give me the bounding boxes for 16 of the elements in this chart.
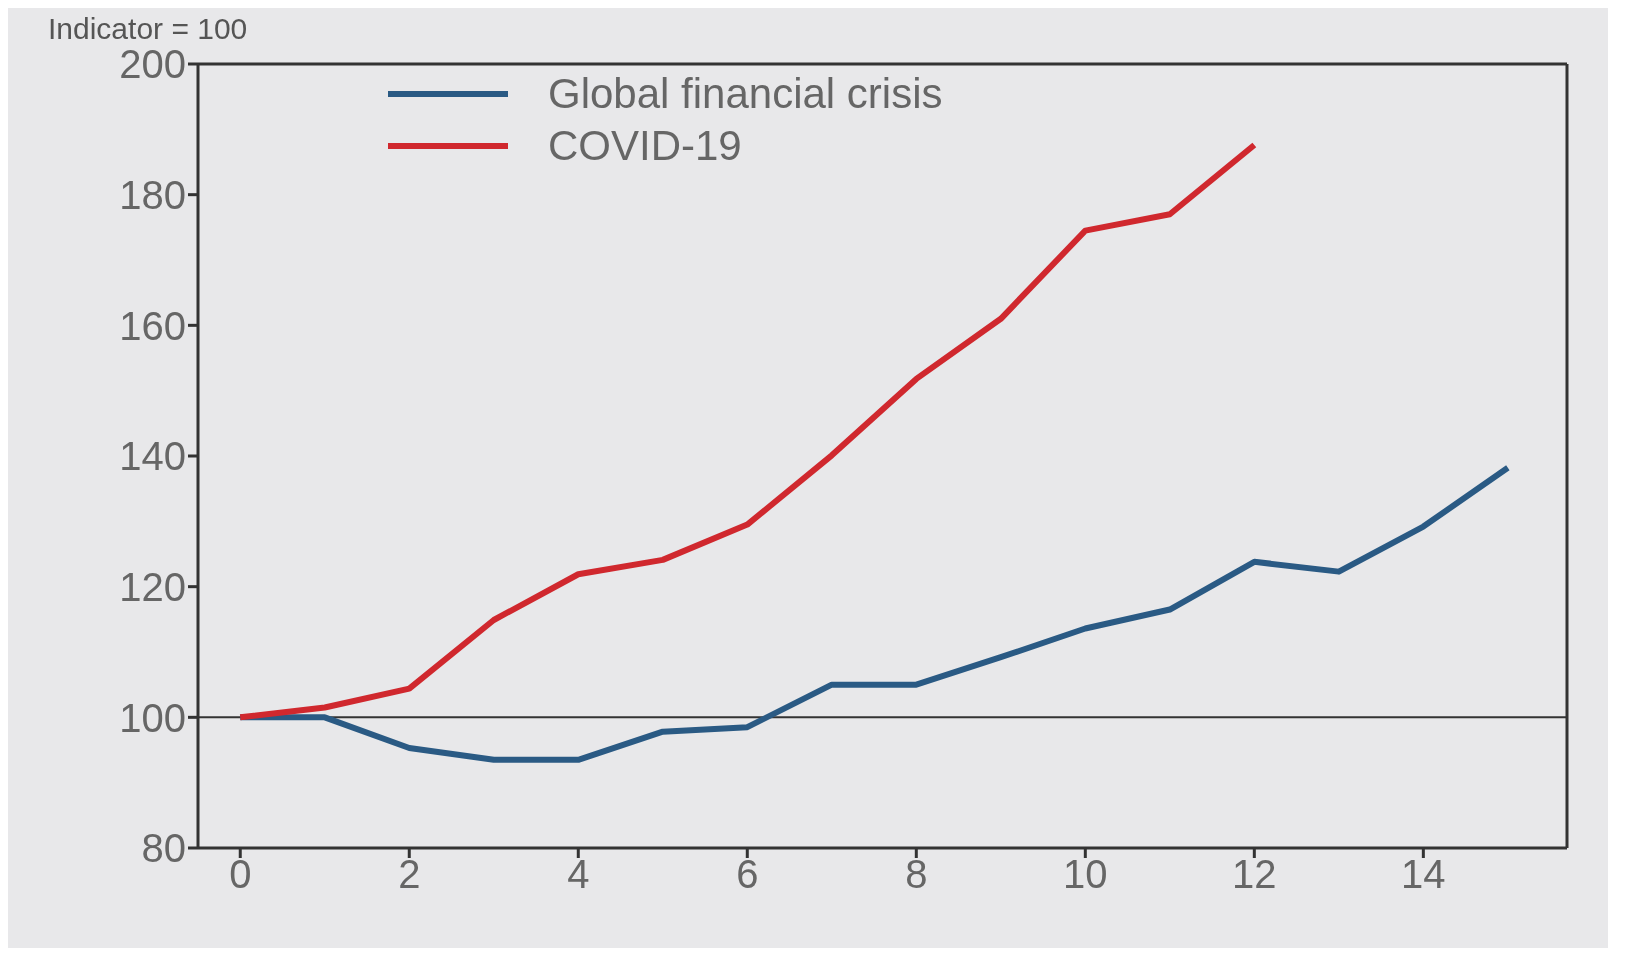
y-tick-label: 180 [119, 172, 186, 217]
x-tick-label: 12 [1232, 852, 1277, 897]
y-tick-label: 120 [119, 564, 186, 609]
legend-label: COVID-19 [548, 121, 742, 171]
x-tick-label: 2 [398, 852, 421, 897]
y-tick-label: 100 [119, 695, 186, 740]
x-tick-label: 0 [229, 852, 252, 897]
x-tick-label: 10 [1063, 852, 1108, 897]
x-tick-label: 6 [736, 852, 759, 897]
y-tick-label: 80 [141, 826, 186, 871]
x-tick-label: 4 [567, 852, 590, 897]
x-tick-label: 14 [1401, 852, 1446, 897]
x-tick-label: 8 [905, 852, 928, 897]
y-tick-label: 160 [119, 303, 186, 348]
y-tick-label: 140 [119, 434, 186, 479]
legend-label: Global financial crisis [548, 69, 943, 119]
